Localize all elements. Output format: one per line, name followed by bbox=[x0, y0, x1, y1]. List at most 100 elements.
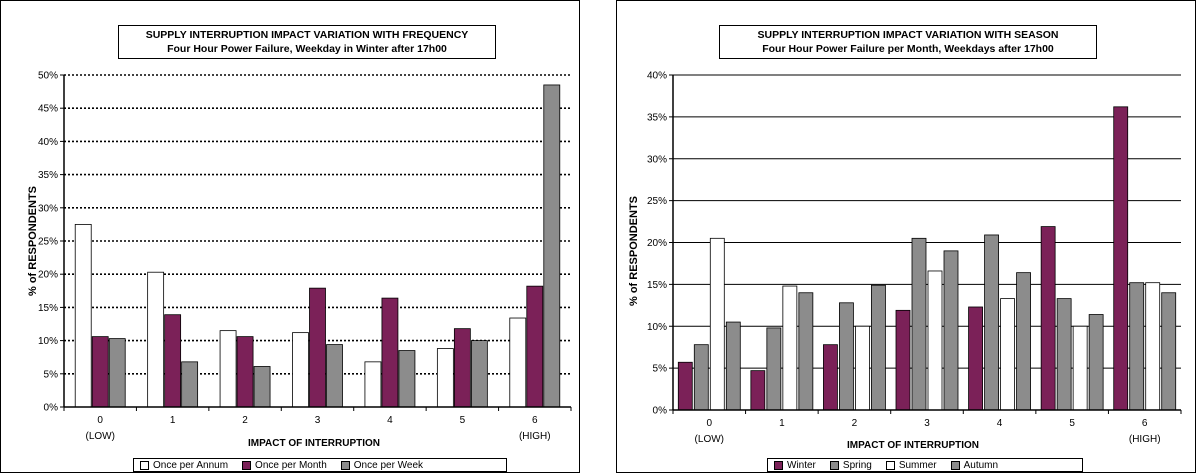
frequency-bar-once-per-month-1 bbox=[164, 314, 182, 408]
frequency-xtick-label-6: 6 bbox=[532, 415, 538, 426]
legend-item-winter: Winter bbox=[774, 460, 816, 471]
legend-item-autumn: Autumn bbox=[950, 459, 999, 471]
season-bar-winter-0 bbox=[677, 361, 693, 411]
legend-swatch-once-per-annum bbox=[140, 460, 149, 470]
legend-label-spring: Spring bbox=[842, 459, 872, 471]
frequency-bar-once-per-annum-1 bbox=[147, 271, 165, 408]
season-bar-autumn-5 bbox=[1088, 314, 1104, 411]
season-ytick-label: 5% bbox=[653, 364, 668, 375]
frequency-bar-once-per-month-5 bbox=[453, 328, 471, 408]
season-bar-summer-3 bbox=[927, 270, 943, 411]
legend-swatch-once-per-month bbox=[242, 460, 252, 470]
legend-item-once-per-week: Once per Week bbox=[340, 459, 424, 471]
season-bar-winter-4 bbox=[968, 306, 983, 411]
frequency-chart-title: SUPPLY INTERRUPTION IMPACT VARIATION WIT… bbox=[145, 29, 469, 41]
season-bar-summer-2 bbox=[855, 325, 870, 411]
frequency-ytick-label: 5% bbox=[44, 369, 59, 380]
season-bar-spring-3 bbox=[911, 237, 927, 411]
season-bar-winter-2 bbox=[823, 344, 838, 411]
frequency-chart-svg: 0% 5% 10% 15% 20% 25% 30% 35% 40% 45% 50% 0 (LOW) 1 2 3… bbox=[38, 71, 572, 442]
season-chart-xlabel: IMPACT OF INTERRUPTION bbox=[847, 440, 980, 451]
season-xtick-label-3: 3 bbox=[924, 418, 930, 429]
frequency-ytick-label: 10% bbox=[38, 336, 58, 347]
legend-label-once-per-week: Once per Week bbox=[353, 459, 424, 471]
frequency-bar-once-per-week-0 bbox=[108, 338, 126, 408]
frequency-xtick-label-2: 2 bbox=[242, 415, 248, 426]
frequency-bar-once-per-week-2 bbox=[253, 366, 271, 408]
frequency-ytick-label: 35% bbox=[38, 170, 58, 181]
frequency-bar-once-per-week-1 bbox=[181, 361, 199, 408]
frequency-ytick-label: 30% bbox=[38, 203, 58, 214]
season-bar-summer-4 bbox=[1000, 298, 1015, 411]
frequency-ytick-label: 15% bbox=[38, 303, 58, 314]
frequency-bar-once-per-month-2 bbox=[236, 336, 254, 408]
season-chart-subtitle: Four Hour Power Failure per Month, Weekd… bbox=[762, 43, 1054, 55]
legend-item-once-per-month: Once per Month bbox=[242, 460, 327, 471]
season-bar-summer-1 bbox=[782, 285, 798, 411]
season-ytick-label: 20% bbox=[647, 238, 667, 249]
season-bar-winter-5 bbox=[1040, 226, 1056, 411]
legend-label-autumn: Autumn bbox=[963, 459, 999, 471]
frequency-bar-once-per-annum-6 bbox=[509, 317, 527, 408]
frequency-bar-once-per-week-4 bbox=[398, 350, 416, 408]
frequency-bar-once-per-week-3 bbox=[326, 344, 343, 408]
legend-item-spring: Spring bbox=[829, 459, 872, 471]
season-bar-spring-4 bbox=[984, 234, 999, 411]
season-chart-legend: Winter Spring Summer Autumn bbox=[767, 458, 1083, 472]
frequency-ytick-label: 0% bbox=[44, 403, 59, 414]
season-xtick-sublabel-high: (HIGH) bbox=[1129, 434, 1161, 445]
legend-label-summer: Summer bbox=[898, 459, 937, 471]
season-bar-winter-6 bbox=[1113, 106, 1129, 411]
legend-swatch-once-per-week bbox=[340, 460, 350, 470]
season-bar-spring-6 bbox=[1129, 282, 1145, 411]
season-bar-winter-3 bbox=[895, 309, 911, 411]
season-bar-autumn-6 bbox=[1161, 292, 1177, 411]
frequency-bar-once-per-month-0 bbox=[91, 336, 109, 408]
season-bar-spring-0 bbox=[693, 344, 709, 411]
frequency-ytick-label: 50% bbox=[38, 71, 58, 82]
frequency-xtick-label-3: 3 bbox=[315, 415, 321, 426]
frequency-ytick-label: 20% bbox=[38, 270, 58, 281]
legend-label-once-per-annum: Once per Annum bbox=[153, 459, 229, 471]
season-bar-autumn-2 bbox=[871, 284, 886, 411]
season-ytick-label: 30% bbox=[647, 154, 667, 165]
season-xtick-label-6: 6 bbox=[1142, 418, 1148, 429]
season-chart-svg: 0% 5% 10% 15% 20% 25% 30% 35% 40% 0 (LOW) 1 2 3 4 5 6 (HI… bbox=[647, 71, 1182, 445]
frequency-chart-panel: 0% 5% 10% 15% 20% 25% 30% 35% 40% 45% 50% 0 (LOW) 1 2 3… bbox=[0, 0, 580, 473]
season-bar-winter-1 bbox=[750, 370, 766, 411]
frequency-chart-subtitle: Four Hour Power Failure, Weekday in Wint… bbox=[167, 43, 447, 55]
season-bar-spring-2 bbox=[839, 302, 854, 411]
frequency-xtick-sublabel-low: (LOW) bbox=[85, 431, 114, 442]
season-xtick-label-2: 2 bbox=[852, 418, 858, 429]
season-ytick-label: 0% bbox=[653, 406, 668, 417]
season-ytick-label: 40% bbox=[647, 71, 667, 82]
frequency-chart-title-box: SUPPLY INTERRUPTION IMPACT VARIATION WIT… bbox=[118, 25, 496, 59]
frequency-bar-once-per-annum-0 bbox=[74, 223, 92, 408]
frequency-bar-once-per-annum-2 bbox=[219, 330, 237, 408]
season-ytick-label: 25% bbox=[647, 196, 667, 207]
frequency-xtick-label-1: 1 bbox=[170, 415, 176, 426]
frequency-chart-legend: Once per Annum Once per Month Once per W… bbox=[133, 458, 507, 472]
season-chart-ylabel: % of RESPONDENTS bbox=[628, 195, 640, 306]
frequency-bar-once-per-month-4 bbox=[381, 297, 399, 408]
frequency-chart-xlabel: IMPACT OF INTERRUPTION bbox=[248, 438, 381, 449]
season-chart-title: SUPPLY INTERRUPTION IMPACT VARIATION WIT… bbox=[757, 29, 1059, 41]
season-xtick-label-4: 4 bbox=[997, 418, 1003, 429]
frequency-xtick-label-5: 5 bbox=[460, 415, 466, 426]
frequency-chart-ylabel: % of RESPONDENTS bbox=[27, 185, 39, 296]
frequency-bar-once-per-annum-3 bbox=[292, 332, 309, 408]
frequency-bar-once-per-week-5 bbox=[470, 340, 488, 408]
season-bar-autumn-0 bbox=[725, 321, 741, 411]
season-bar-spring-1 bbox=[766, 327, 782, 411]
season-bar-spring-5 bbox=[1056, 298, 1072, 411]
season-xtick-label-5: 5 bbox=[1069, 418, 1075, 429]
season-bar-autumn-4 bbox=[1016, 272, 1031, 411]
legend-swatch-spring bbox=[829, 460, 839, 470]
legend-swatch-summer bbox=[885, 460, 895, 470]
season-bar-autumn-3 bbox=[943, 250, 959, 411]
frequency-ytick-label: 40% bbox=[38, 137, 58, 148]
season-xtick-sublabel-low: (LOW) bbox=[695, 434, 724, 445]
season-bar-summer-6 bbox=[1145, 282, 1161, 411]
season-xtick-label-0: 0 bbox=[707, 418, 713, 429]
frequency-bar-once-per-month-3 bbox=[309, 287, 326, 408]
